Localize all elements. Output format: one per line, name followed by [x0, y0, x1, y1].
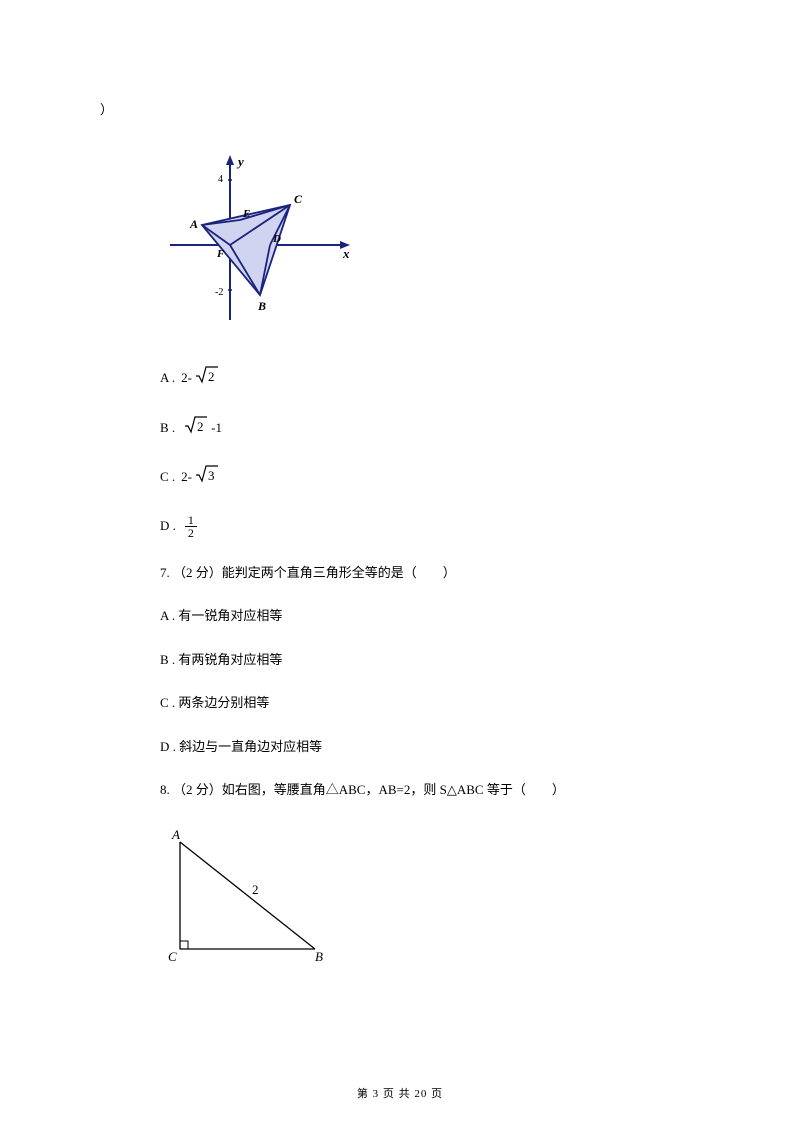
- y-tick-4: 4: [218, 174, 223, 185]
- q6-option-d: D . 1 2: [160, 514, 680, 539]
- triangle-a-label: A: [171, 827, 180, 842]
- point-a-label: A: [189, 217, 198, 231]
- triangle-c-label: C: [168, 949, 177, 964]
- q7-option-a: A . 有一锐角对应相等: [160, 606, 680, 626]
- question-7: 7. （2 分）能判定两个直角三角形全等的是（ ）: [160, 563, 680, 583]
- option-label: B .: [160, 418, 175, 438]
- point-b-label: B: [257, 299, 266, 313]
- triangle-hyp-label: 2: [252, 882, 259, 897]
- prefix-text: 2-: [181, 467, 192, 487]
- q7-option-d: D . 斜边与一直角边对应相等: [160, 737, 680, 757]
- page-footer: 第 3 页 共 20 页: [0, 1086, 800, 1103]
- q7-option-c: C . 两条边分别相等: [160, 693, 680, 713]
- option-label: A .: [160, 368, 175, 388]
- option-label: D .: [160, 516, 176, 536]
- fraction-icon: 1 2: [185, 514, 197, 539]
- stray-paren: ）: [100, 100, 680, 120]
- point-d-label: D: [272, 233, 281, 245]
- triangle-diagram: A C B 2: [160, 824, 680, 970]
- option-text: 2- 2: [181, 365, 222, 391]
- q6-option-b: B . 2 -1: [160, 415, 680, 441]
- q6-option-a: A . 2- 2: [160, 365, 680, 391]
- y-tick-neg2: -2: [215, 287, 223, 298]
- sqrt-icon: 2: [195, 365, 219, 391]
- suffix-text: -1: [211, 418, 222, 438]
- coordinate-diagram: y 4 x A C B E D F -2: [160, 150, 680, 336]
- svg-text:3: 3: [208, 468, 215, 483]
- svg-text:2: 2: [208, 369, 215, 384]
- fraction-den: 2: [185, 527, 197, 539]
- option-text: 2- 3: [181, 464, 222, 490]
- prefix-text: 2-: [181, 368, 192, 388]
- point-e-label: E: [242, 208, 250, 220]
- triangle-b-label: B: [315, 949, 323, 964]
- point-c-label: C: [294, 192, 303, 206]
- point-f-label: F: [216, 248, 225, 260]
- sqrt-icon: 2: [184, 415, 208, 441]
- q7-option-b: B . 有两锐角对应相等: [160, 650, 680, 670]
- option-text: 2 -1: [181, 415, 222, 441]
- x-axis-label: x: [342, 246, 350, 261]
- y-axis-label: y: [236, 154, 244, 169]
- sqrt-icon: 3: [195, 464, 219, 490]
- option-label: C .: [160, 467, 175, 487]
- fraction-num: 1: [185, 514, 197, 527]
- question-8: 8. （2 分）如右图，等腰直角△ABC，AB=2，则 S△ABC 等于（ ）: [160, 780, 680, 800]
- svg-text:2: 2: [197, 419, 204, 434]
- q6-option-c: C . 2- 3: [160, 464, 680, 490]
